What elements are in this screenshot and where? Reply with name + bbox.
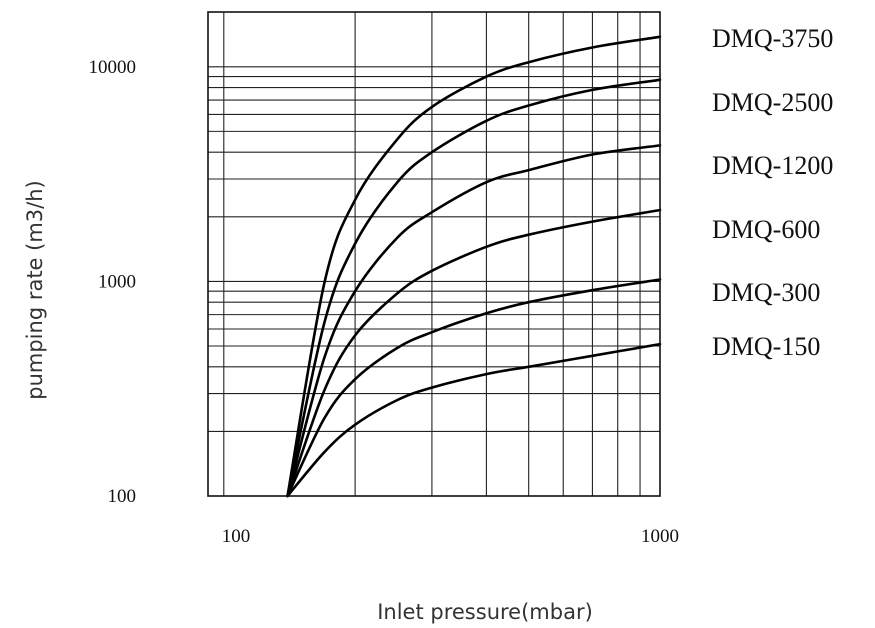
- x-tick-label: 1000: [641, 526, 679, 547]
- y-axis-label: pumping rate (m3/h): [23, 180, 47, 400]
- plot-frame: [207, 11, 661, 497]
- series-label: DMQ-2500: [712, 88, 833, 117]
- series-curve: [286, 144, 662, 498]
- series-label: DMQ-1200: [712, 151, 833, 180]
- series-label: DMQ-300: [712, 278, 820, 307]
- y-tick-labels: 100 1000 10000: [89, 57, 137, 507]
- series-label: DMQ-150: [712, 332, 820, 361]
- series-labels: DMQ-3750 DMQ-2500 DMQ-1200 DMQ-600 DMQ-300 DM…: [712, 24, 833, 361]
- series-label: DMQ-600: [712, 215, 820, 244]
- x-tick-labels: 100 1000: [222, 526, 679, 547]
- series-curve: [286, 78, 662, 498]
- series-curve: [286, 35, 662, 498]
- series-curves: [286, 35, 662, 498]
- series-curve: [286, 278, 662, 498]
- x-axis-label: Inlet pressure(mbar): [377, 600, 593, 624]
- series-label: DMQ-3750: [712, 24, 833, 53]
- y-tick-label: 1000: [98, 271, 136, 292]
- series-curve: [286, 342, 662, 498]
- y-tick-label: 100: [108, 486, 137, 507]
- y-tick-label: 10000: [89, 57, 137, 78]
- x-tick-label: 100: [222, 526, 251, 547]
- series-curve: [286, 208, 662, 498]
- grid: [208, 12, 660, 496]
